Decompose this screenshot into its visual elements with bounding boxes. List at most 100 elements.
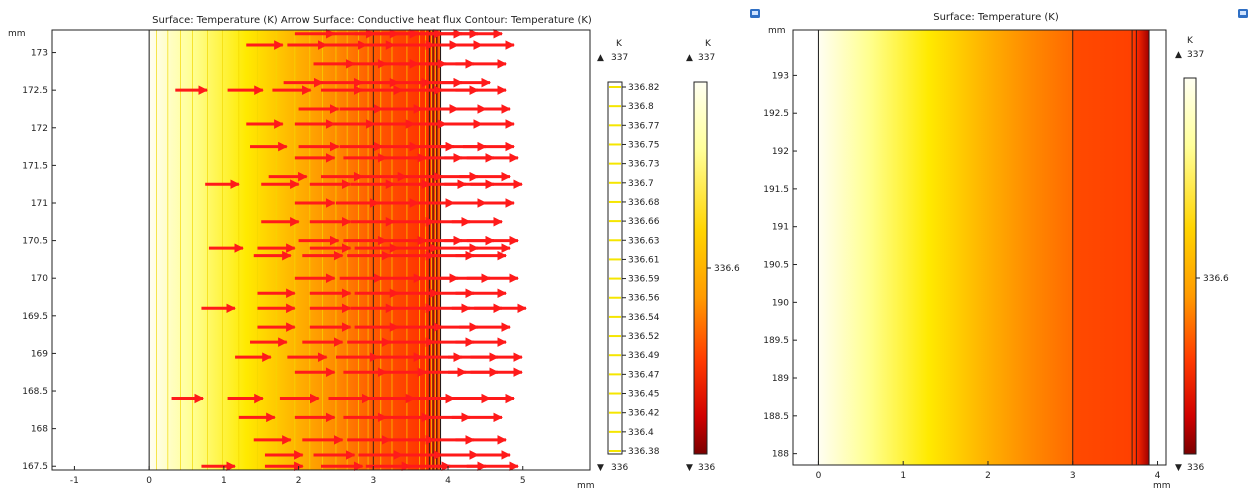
contour-legend-level-label: 336.4 (628, 428, 654, 438)
plot-left-axes-frame (51, 29, 591, 471)
contour-legend-level-label: 336.38 (628, 447, 660, 457)
contour-legend-bar (607, 81, 623, 455)
plot-left-x-tick-label: 3 (370, 476, 376, 486)
plot-right-y-tick-label: 190 (772, 298, 789, 308)
plot-left-y-tick-label: 172 (31, 124, 48, 134)
plot-left-x-tick-label: 1 (221, 476, 227, 486)
plot-left-y-unit: mm (8, 29, 26, 39)
plot-left-y-tick-label: 170 (31, 274, 48, 284)
contour-legend-max: 337 (611, 53, 628, 63)
surface-legend-right-min-marker: ▼ (1175, 463, 1182, 473)
surface-legend-left-min: 336 (698, 463, 715, 473)
plot-right-x-tick-label: 1 (900, 471, 906, 481)
contour-legend-level-label: 336.52 (628, 332, 660, 342)
contour-legend-level-label: 336.47 (628, 370, 660, 380)
plot-left-y-tick-label: 171.5 (22, 161, 48, 171)
surface-legend-right-min: 336 (1187, 463, 1204, 473)
plot-left-title: Surface: Temperature (K) Arrow Surface: … (152, 15, 592, 26)
contour-legend-level-label: 336.45 (628, 390, 660, 400)
surface-legend-left-bar (693, 81, 708, 455)
plot-right-y-tick-label: 191 (772, 223, 789, 233)
image-export-icon[interactable] (750, 9, 760, 18)
surface-legend-left-max: 337 (698, 53, 715, 63)
plot-right-y-tick-label: 188 (772, 450, 789, 460)
plot-right-y-tick-label: 188.5 (763, 412, 789, 422)
contour-legend-unit: K (616, 39, 623, 49)
contour-legend-level-label: 336.63 (628, 236, 660, 246)
surface-legend-left-label: 336.6 (714, 264, 740, 274)
plot-right-y-tick-label: 193 (772, 71, 789, 81)
plot-left-y-tick-label: 171 (31, 199, 48, 209)
contour-legend-level-label: 336.59 (628, 275, 660, 285)
contour-legend-level-label: 336.54 (628, 313, 660, 323)
plot-left-y-tick-label: 173 (31, 49, 48, 59)
plot-right-x-unit: mm (1153, 481, 1171, 489)
plot-left-x-tick-label: -1 (70, 476, 79, 486)
plot-right-y-axis: 188 188.5 189 189.5 190 190.5 191 191.5 192 192.5… (763, 71, 797, 460)
plot-left-frame (51, 29, 591, 471)
plot-left-x-tick-label: 4 (445, 476, 451, 486)
surface-legend-right-max-marker: ▲ (1175, 50, 1182, 60)
plot-left-y-tick-label: 167.5 (22, 462, 48, 472)
contour-legend-levels: 336.82 336.8 336.77 336.75 336.73 336.7 336.68… (609, 83, 660, 457)
contour-legend-level-label: 336.61 (628, 255, 660, 265)
plot-left-y-tick-label: 172.5 (22, 86, 48, 96)
plot-left-y-tick-label: 168.5 (22, 387, 48, 397)
plot-right-y-tick-label: 189.5 (763, 336, 789, 346)
contour-legend-level-label: 336.77 (628, 121, 660, 131)
plot-right-y-tick-label: 190.5 (763, 261, 789, 271)
contour-legend-level-label: 336.66 (628, 217, 660, 227)
contour-legend-level-label: 336.7 (628, 179, 654, 189)
plot-left-y-tick-label: 169.5 (22, 312, 48, 322)
surface-legend-right-max: 337 (1187, 50, 1204, 60)
plot-left-y-tick-label: 170.5 (22, 237, 48, 247)
contour-legend-min: 336 (611, 463, 628, 473)
plot-right-x-axis: 0 1 2 3 4 (816, 461, 1161, 481)
plot-left-arrows (171, 28, 527, 472)
contour-legend-level-label: 336.73 (628, 160, 660, 170)
surface-legend-right: K ▲ 337 336.6 ▼ 336 (1175, 36, 1229, 473)
surface-legend-right-unit: K (1187, 36, 1194, 46)
surface-legend-right-bar (1183, 77, 1197, 455)
contour-legend-level-label: 336.56 (628, 294, 660, 304)
plot-left-x-tick-label: 5 (520, 476, 526, 486)
contour-legend-level-label: 336.68 (628, 198, 660, 208)
plot-left-y-tick-label: 168 (31, 425, 48, 435)
contour-legend-level-label: 336.8 (628, 102, 654, 112)
plot-left-y-axis: 167.5 168 168.5 169 169.5 170 170.5 171 171.5 172… (22, 49, 56, 472)
plot-right-surface (817, 30, 1150, 465)
plot-left-x-axis: -1 0 1 2 3 4 5 (70, 466, 526, 486)
plot-right-y-unit: mm (768, 26, 786, 36)
plot-right-temperature-field (818, 30, 1150, 465)
plot-right-frame (792, 29, 1167, 466)
surface-legend-left-min-marker: ▼ (686, 463, 693, 473)
plot-right-y-tick-label: 189 (772, 374, 789, 384)
plot-left-x-tick-label: 0 (146, 476, 152, 486)
plot-right-x-tick-label: 3 (1070, 471, 1076, 481)
plot-left-x-unit: mm (577, 481, 595, 489)
plot-right-y-tick-label: 192.5 (763, 109, 789, 119)
plot-right-y-tick-label: 192 (772, 147, 789, 157)
plot-left-x-tick-label: 2 (296, 476, 302, 486)
plot-right-title: Surface: Temperature (K) (933, 12, 1059, 23)
plot-right-axes-frame (792, 29, 1167, 466)
plot-right-x-tick-label: 4 (1155, 471, 1161, 481)
contour-legend-level-label: 336.82 (628, 83, 660, 93)
contour-legend: K ▲ 337 336.82336.8336.77336.75336.73336… (597, 39, 660, 473)
contour-legend-level-label: 336.42 (628, 409, 660, 419)
surface-legend-left-max-marker: ▲ (686, 53, 693, 63)
plot-left: Surface: Temperature (K) Arrow Surface: … (8, 15, 595, 489)
plot-right-x-tick-label: 2 (985, 471, 991, 481)
plot-left-y-tick-label: 169 (31, 349, 48, 359)
contour-legend-max-marker: ▲ (597, 53, 604, 63)
surface-legend-left-unit: K (705, 39, 712, 49)
plot-right: Surface: Temperature (K) mm mm 0 1 2 3 4 188… (763, 12, 1170, 489)
surface-legend-right-label: 336.6 (1203, 274, 1229, 284)
surface-legend-left: K ▲ 337 336.6 ▼ 336 (686, 39, 740, 473)
plot-right-x-tick-label: 0 (816, 471, 822, 481)
contour-legend-level-label: 336.49 (628, 351, 660, 361)
image-export-icon-right[interactable] (1238, 9, 1248, 18)
contour-legend-min-marker: ▼ (597, 463, 604, 473)
plot-right-y-tick-label: 191.5 (763, 185, 789, 195)
